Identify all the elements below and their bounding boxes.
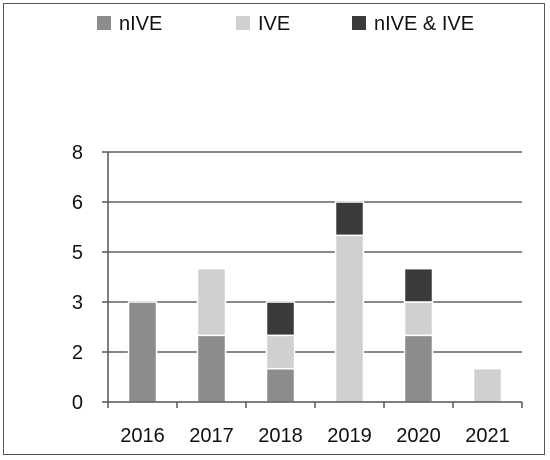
x-tick-label: 2017: [189, 425, 234, 447]
x-tick-labels: 2016 2017 2018 2019 2020 2021: [120, 425, 510, 447]
bar-nive-2016: [127, 301, 158, 403]
bar-nive-2020: [403, 334, 434, 403]
gridlines: [108, 151, 522, 353]
x-tick-label: 2021: [465, 425, 510, 447]
x-tick-label: 2018: [258, 425, 303, 447]
legend: nIVE IVE nIVE & IVE: [97, 13, 474, 35]
y-tick-label: 6: [72, 192, 83, 214]
bar-ive-2021: [472, 367, 503, 403]
bar-nive-2017: [196, 334, 227, 403]
x-tick-label: 2019: [327, 425, 372, 447]
bar-nive-ive-2019: [334, 201, 365, 237]
x-tick-label: 2020: [396, 425, 441, 447]
axes: [102, 151, 523, 408]
y-tick-label: 2: [72, 342, 83, 364]
legend-swatch: [352, 16, 366, 30]
legend-label: IVE: [258, 13, 290, 35]
x-tick-label: 2016: [120, 425, 165, 447]
bar-ive-2019: [334, 234, 365, 403]
bar-ive-2017: [196, 267, 227, 337]
bar-ive-2020: [403, 301, 434, 337]
legend-swatch: [236, 16, 250, 30]
bars: [127, 201, 503, 403]
bar-nive-2018: [265, 367, 296, 403]
legend-label: nIVE & IVE: [374, 13, 474, 35]
bar-ive-2018: [265, 334, 296, 370]
bar-nive-ive-2018: [265, 301, 296, 337]
y-tick-label: 0: [72, 392, 83, 414]
bar-nive-ive-2020: [403, 267, 434, 303]
legend-swatch: [97, 16, 111, 30]
y-tick-label: 8: [72, 142, 83, 164]
legend-label: nIVE: [119, 13, 162, 35]
y-tick-labels: 0 2 3 5 6 8: [72, 142, 83, 414]
y-tick-label: 5: [72, 242, 83, 264]
y-tick-label: 3: [72, 292, 83, 314]
